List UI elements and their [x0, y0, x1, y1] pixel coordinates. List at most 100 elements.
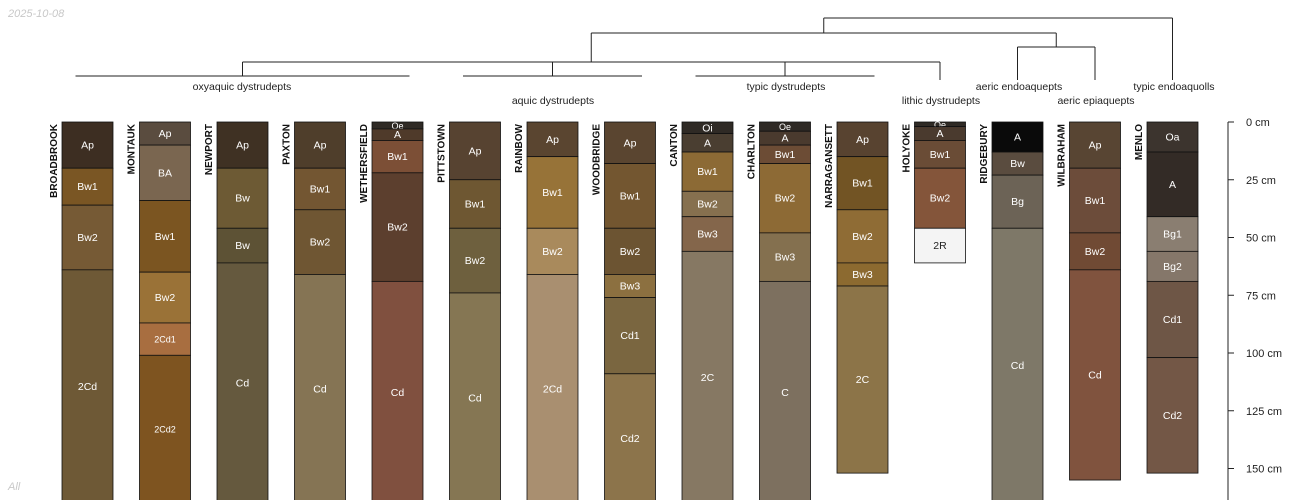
horizon-block — [449, 121, 501, 181]
horizon-block — [449, 292, 501, 500]
horizon-block — [1069, 167, 1121, 234]
horizon-block — [61, 204, 114, 271]
horizon-block — [836, 209, 889, 264]
horizon-label: 2Cd2 — [154, 425, 176, 435]
horizon-label: Oe — [779, 122, 791, 132]
horizon-label: Ap — [856, 134, 869, 146]
horizon-label: Oe — [391, 121, 403, 131]
horizon-label: Bw3 — [852, 269, 873, 281]
horizon-label: Bw2 — [930, 193, 951, 205]
soil-profile: Ap Bw1 Bw2 2Cd RAINBOW — [514, 121, 579, 500]
horizon-block — [681, 190, 734, 218]
horizon-label: Bw1 — [775, 149, 796, 161]
soil-profile: Ap Bw1 Bw2 2Cd BROADBROOK — [49, 121, 114, 500]
horizon-block — [914, 167, 966, 229]
horizon-label: Bw2 — [775, 193, 796, 205]
horizon-block — [526, 274, 579, 500]
horizon-block — [61, 269, 114, 500]
horizon-label: Ap — [624, 137, 637, 149]
horizon-block — [1146, 280, 1199, 359]
horizon-block — [371, 172, 424, 282]
soil-profile: Ap Bw1 Bw2 Cd PAXTON — [282, 121, 346, 500]
soil-profile: OeA Bw1 Bw2 Bw3 C CHARLTON — [747, 121, 811, 500]
horizon-label: Cd1 — [1163, 314, 1182, 326]
horizon-block — [216, 121, 269, 169]
horizon-block — [604, 373, 656, 500]
horizon-label: Cd — [468, 393, 482, 405]
horizon-block — [1146, 121, 1199, 153]
group-label: aeric epiaquepts — [1057, 95, 1134, 107]
horizon-label: Bw1 — [542, 187, 563, 199]
horizon-block — [914, 140, 966, 169]
horizon-block — [681, 250, 734, 500]
horizon-block — [371, 140, 424, 174]
depth-tick-label: 75 cm — [1246, 290, 1276, 302]
horizon-block — [294, 121, 346, 169]
horizon-label: Bw2 — [155, 292, 176, 304]
horizon-label: Bw1 — [387, 151, 408, 163]
group-label: oxyaquic dystrudepts — [193, 81, 292, 93]
horizon-block — [836, 156, 889, 211]
profile-name: BROADBROOK — [49, 123, 60, 198]
soil-profile: Ap Bw1 Bw2 Cd PITTSTOWN — [437, 121, 501, 500]
horizon-label: Bw1 — [1085, 195, 1106, 207]
depth-tick-label: 0 cm — [1246, 117, 1270, 129]
horizon-block — [294, 209, 346, 275]
horizon-block — [991, 121, 1044, 153]
horizon-label: Oe — [934, 120, 946, 130]
horizon-block — [604, 121, 656, 164]
horizon-block — [604, 163, 656, 229]
depth-axis: 0 cm 25 cm 50 cm 75 cm 100 cm 125 cm 150 cm — [1227, 117, 1282, 500]
soil-profile: Ap Bw Bw Cd NEWPORT — [204, 121, 269, 500]
horizon-label: A — [936, 128, 943, 140]
profile-name: WETHERSFIELD — [359, 124, 370, 203]
profile-name: WOODBRIDGE — [592, 124, 603, 195]
horizon-label: Ap — [81, 140, 94, 152]
horizon-block — [1069, 121, 1121, 169]
horizon-label: Bw3 — [697, 229, 718, 241]
horizon-label: Ap — [546, 134, 559, 146]
soil-profile: Ap Bw1 Bw2 Cd WILBRAHAM — [1057, 121, 1121, 481]
horizon-block — [216, 262, 269, 500]
horizon-label: Bw2 — [697, 199, 718, 211]
horizon-label: Bw2 — [542, 246, 563, 258]
profile-name: MENLO — [1134, 124, 1145, 160]
horizon-block — [526, 121, 579, 158]
depth-tick-label: 50 cm — [1246, 233, 1276, 245]
horizon-block — [1069, 269, 1121, 481]
horizon-block — [1146, 151, 1199, 218]
profile-name: NEWPORT — [204, 124, 215, 175]
horizon-label: Bw2 — [620, 246, 641, 258]
horizon-label: Cd — [1088, 369, 1102, 381]
horizon-block — [371, 280, 424, 500]
profile-name: RAINBOW — [514, 123, 525, 172]
horizon-label: Cd2 — [620, 433, 639, 445]
horizon-block — [526, 156, 579, 229]
horizon-label: 2C — [856, 374, 870, 386]
soil-profile: Oi A Bw1 Bw2 Bw3 2C CANTON — [669, 121, 734, 500]
horizon-block — [759, 232, 811, 282]
horizon-block — [759, 163, 811, 234]
profile-name: PAXTON — [282, 124, 293, 165]
horizon-label: A — [1014, 132, 1021, 144]
horizon-block — [139, 144, 191, 201]
soil-profile: Ap Bw1 Bw2 Bw3 2C NARRAGANSETT — [824, 121, 889, 474]
profile-name: WILBRAHAM — [1057, 124, 1068, 187]
horizon-block — [604, 297, 656, 375]
horizon-label: A — [781, 133, 788, 145]
horizon-block — [991, 227, 1044, 500]
horizon-label: Cd — [1011, 360, 1025, 372]
horizon-label: Bw1 — [310, 183, 331, 195]
horizon-block — [139, 271, 191, 324]
horizon-label: Bw2 — [465, 255, 486, 267]
horizon-label: Cd1 — [620, 330, 639, 342]
horizon-label: Cd — [313, 383, 327, 395]
soil-profile: Ap Bw1 Bw2 Bw3 Cd1 Cd2 WOODBRIDGE — [592, 121, 656, 500]
horizon-label: Bg1 — [1163, 229, 1182, 241]
horizon-block — [991, 174, 1044, 229]
horizon-label: Bw — [1010, 158, 1025, 170]
horizon-block — [139, 354, 191, 500]
horizon-block — [1146, 357, 1199, 474]
soil-profile: A Bw Bg Cd RIDGEBURY — [979, 121, 1044, 500]
